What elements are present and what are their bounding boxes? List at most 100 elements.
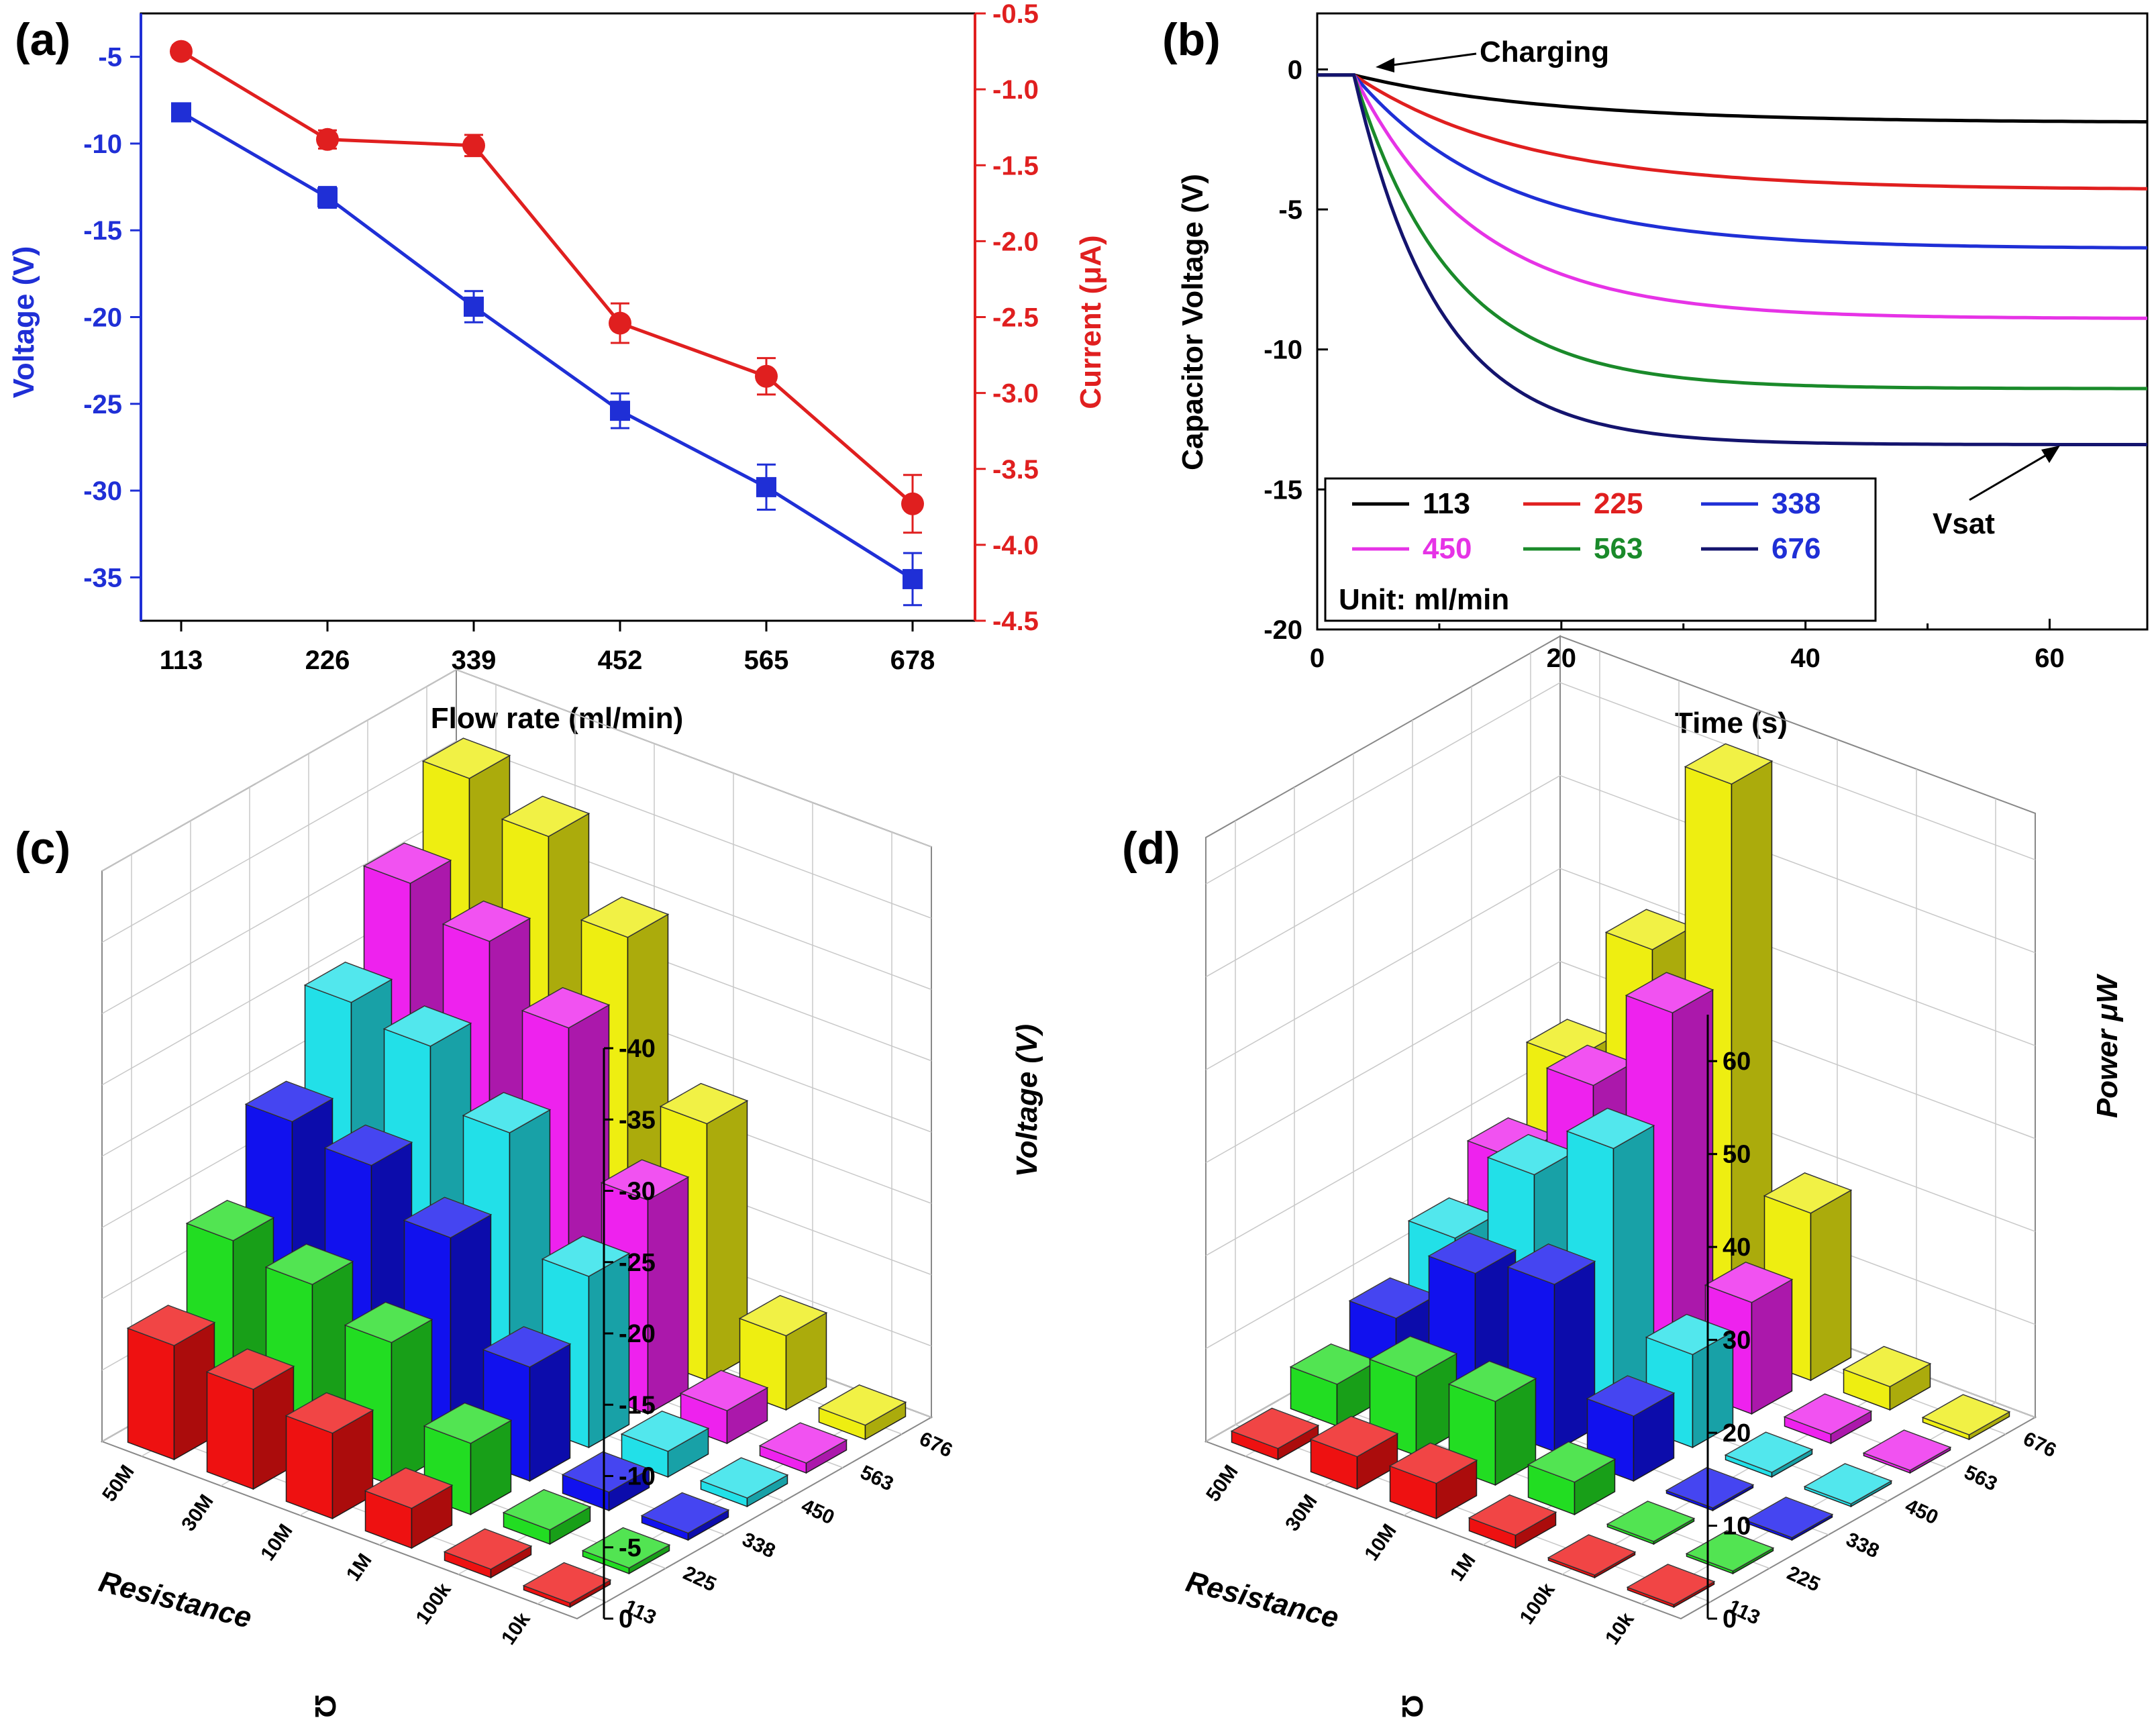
bar-side-shade xyxy=(570,1580,611,1607)
curve-676 xyxy=(1317,73,2147,446)
bar-top-shine xyxy=(1587,1376,1674,1416)
bar-top-face xyxy=(244,1080,334,1122)
bar-side-shade xyxy=(1712,1484,1753,1511)
bar-side-shade xyxy=(865,1402,906,1439)
bar-top-shine xyxy=(1449,1361,1536,1402)
panel-a-series xyxy=(170,40,924,607)
bar-r50M-f225 xyxy=(1289,1343,1379,1427)
bar-r10k-f676 xyxy=(817,1384,907,1441)
bar-front-face xyxy=(206,1371,254,1490)
bar-r100k-f225 xyxy=(502,1489,592,1545)
curve-113 xyxy=(1317,73,2147,123)
bar-front-face xyxy=(127,1327,175,1460)
bar-top-face xyxy=(462,1092,552,1133)
z-grid xyxy=(101,669,932,872)
bar-r10k-f450 xyxy=(1803,1463,1893,1508)
bar-top-shine xyxy=(701,1458,788,1499)
bar-top-face xyxy=(1842,1346,1932,1388)
bar-top-shine xyxy=(424,1403,511,1443)
bar-top-shine xyxy=(562,1452,650,1492)
x-tick-label: 678 xyxy=(890,646,935,675)
panel-a-y2-ticks: -0.5 -1.0 -1.5 -2.0 -2.5 -3.0 -3.5 -4.0 -4.5 xyxy=(975,0,1039,636)
data-point-square xyxy=(756,476,776,497)
z-tick-label: 10 xyxy=(1723,1513,1751,1541)
bar-top-face xyxy=(1388,1442,1478,1484)
resistance-label: 100k xyxy=(1515,1579,1559,1629)
bar-top-face xyxy=(364,1467,454,1509)
flow-label: 338 xyxy=(739,1528,778,1562)
bar-r10M-f113 xyxy=(285,1392,374,1520)
panel-d-x-unit: Ω xyxy=(1396,1694,1429,1718)
bar-side-shade xyxy=(1613,1125,1654,1418)
bar-top-shine xyxy=(364,843,451,884)
resistance-label: 1M xyxy=(1446,1550,1480,1585)
data-point-circle xyxy=(170,40,193,63)
bar-r100k-f563 xyxy=(1783,1393,1873,1445)
bar-top-shine xyxy=(1527,1019,1614,1060)
bar-top-shine xyxy=(246,1081,333,1122)
bar-top-shine xyxy=(1429,1233,1516,1274)
bar-side-shade xyxy=(1574,1459,1615,1515)
bar-side-shade xyxy=(1810,1190,1851,1380)
x-tick-label: 452 xyxy=(598,646,643,675)
resistance-label: 10M xyxy=(256,1520,297,1565)
bar-top-shine xyxy=(444,1529,531,1570)
bar-top-shine xyxy=(1725,1432,1812,1472)
z-tick-label: -25 xyxy=(619,1249,656,1277)
y-tick-label: -25 xyxy=(83,390,122,419)
bar-top-face xyxy=(1368,1335,1458,1378)
flow-label: 338 xyxy=(1843,1528,1882,1562)
bar-top-shine xyxy=(463,1093,550,1133)
bar-top-shine xyxy=(1863,1430,1951,1470)
bar-r100k-f450 xyxy=(1724,1431,1814,1478)
bar-top-shine xyxy=(621,1411,709,1452)
y-tick-label: -15 xyxy=(1264,475,1302,505)
bar-top-face xyxy=(303,962,393,1003)
z-grid xyxy=(1205,868,2036,1070)
bar-r10k-f113 xyxy=(1626,1564,1716,1609)
bar-side-shade xyxy=(1672,989,1713,1384)
bar-top-face xyxy=(1427,1232,1517,1274)
y-tick-label: -30 xyxy=(83,476,122,506)
bar-r100k-f113 xyxy=(443,1528,533,1579)
bar-top-face xyxy=(323,1124,413,1166)
bar-top-face xyxy=(1506,1243,1596,1285)
bar-top-face xyxy=(1626,1564,1716,1605)
y2-tick-label: -4.5 xyxy=(992,607,1039,636)
bar-top-shine xyxy=(1922,1394,2010,1435)
bar-top-shine xyxy=(1508,1243,1595,1284)
z-tick-label: 60 xyxy=(1723,1048,1751,1076)
bar-side-shade xyxy=(707,1101,748,1380)
bar-r1M-f225 xyxy=(1527,1441,1616,1516)
flow-label: 450 xyxy=(1902,1494,1941,1529)
bar-top-shine xyxy=(542,1236,629,1276)
z-tick-label: 0 xyxy=(1723,1605,1737,1633)
bar-top-shine xyxy=(1370,1336,1457,1377)
bar-side-shade xyxy=(1554,1261,1595,1452)
series-line-right xyxy=(180,50,914,505)
bar-top-shine xyxy=(760,1423,847,1464)
bar-side-shade xyxy=(1890,1364,1931,1410)
bar-top-face xyxy=(482,1326,572,1368)
z-tick-label: -10 xyxy=(619,1463,656,1491)
bar-top-face xyxy=(522,1562,612,1604)
bar-r30M-f113 xyxy=(205,1348,295,1490)
x-tick-label: 113 xyxy=(160,646,203,675)
bar-side-shade xyxy=(1772,1449,1812,1477)
panel-b-plot-frame xyxy=(1316,12,2149,631)
bar-r100k-f676 xyxy=(1842,1346,1932,1411)
resistance-label: 50M xyxy=(98,1461,139,1506)
bar-top-face xyxy=(205,1348,295,1390)
panel-b-x-title: Time (s) xyxy=(1675,707,1788,740)
panel-c: (c) 0 -5 -10 -15 -20 -25 -30 -35 -40 50M 30M 10M 1M 1… xyxy=(15,668,1043,1718)
bar-top-face xyxy=(1763,1172,1853,1214)
bar-r1M-f113 xyxy=(364,1467,454,1550)
bar-top-shine xyxy=(187,1200,274,1241)
z-tick-label: 0 xyxy=(619,1605,633,1633)
z-tick-label: -20 xyxy=(619,1320,656,1348)
bar-top-face xyxy=(679,1370,769,1411)
bar-top-shine xyxy=(1349,1278,1437,1319)
x-tick-label: 40 xyxy=(1790,644,1820,673)
bar-top-shine xyxy=(1528,1441,1615,1482)
